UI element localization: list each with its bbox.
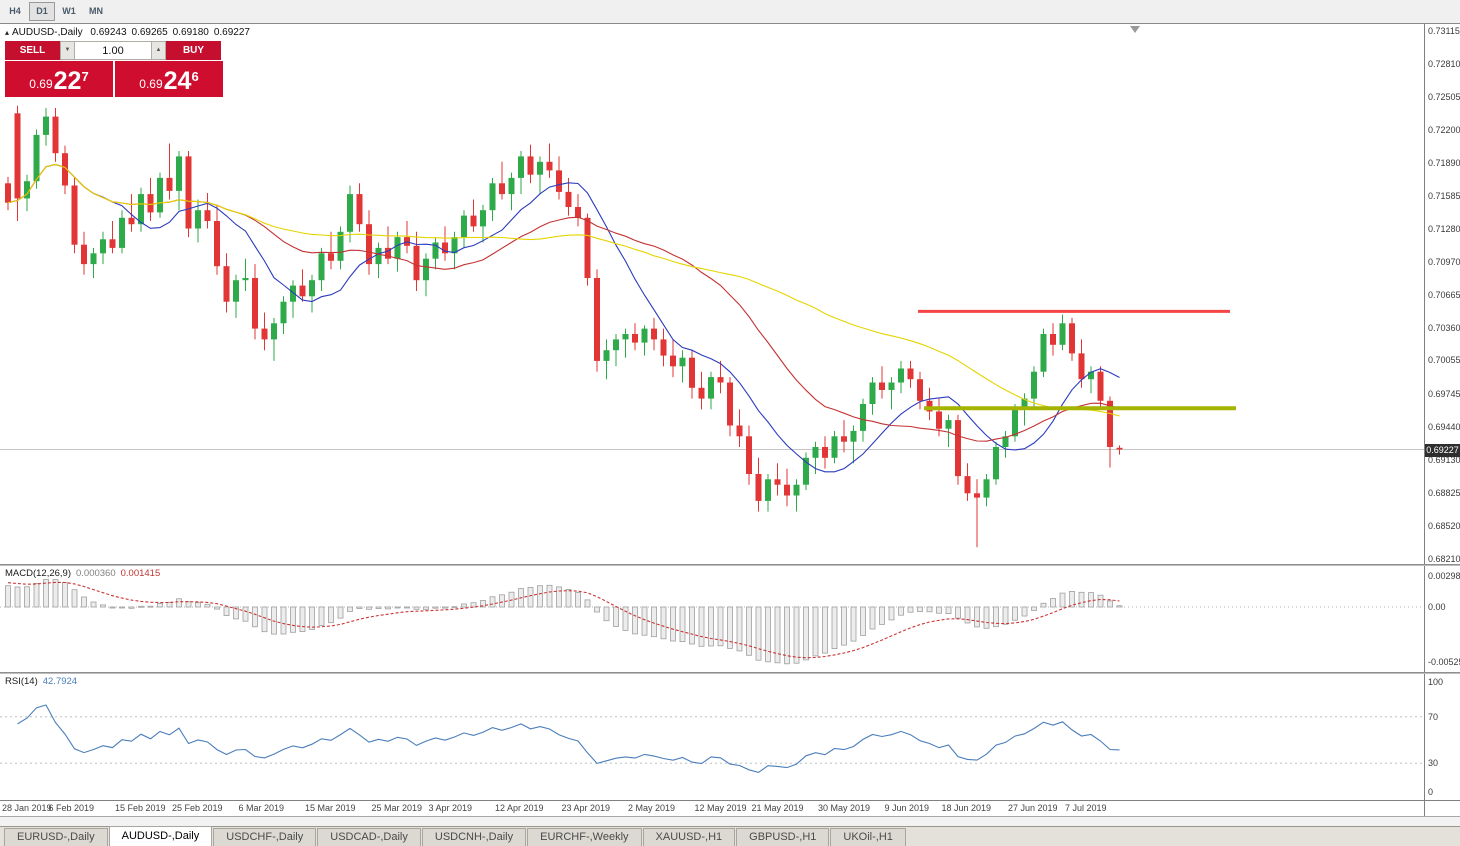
price-axis-label: 0.68210: [1428, 554, 1460, 564]
macd-main-value: 0.000360: [76, 568, 116, 579]
main-chart-canvas[interactable]: ▴ AUDUSD-,Daily 0.69243 0.69265 0.69180 0.69…: [0, 24, 1424, 564]
price-axis-label: 0.73115: [1428, 26, 1460, 36]
timeframe-button-w1[interactable]: W1: [62, 6, 76, 16]
price-axis-label: 0.69440: [1428, 421, 1460, 432]
price-axis-label: 0.71585: [1428, 190, 1460, 201]
date-axis[interactable]: 28 Jan 2019 6 Feb 2019 15 Feb 2019 25 Feb 2…: [0, 801, 1424, 816]
tab-ukoil-h1[interactable]: UKOil-,H1: [830, 828, 906, 846]
macd-name: MACD(12,26,9): [5, 568, 71, 579]
chart-ohlc-header: ▴ AUDUSD-,Daily 0.69243 0.69265 0.69180 0.69…: [5, 27, 250, 38]
collapse-panel-icon[interactable]: ▴: [5, 28, 10, 37]
macd-axis[interactable]: 0.00298 0.00 -0.00525: [1424, 566, 1460, 672]
bid-price-badge: 0.69227: [1425, 443, 1460, 457]
buy-button[interactable]: BUY: [166, 41, 221, 60]
date-axis-label: 12 May 2019: [694, 803, 747, 813]
date-axis-corner: [1424, 801, 1459, 816]
price-axis-label: 0.69745: [1428, 388, 1460, 399]
date-axis-label: 27 Jun 2019: [1008, 803, 1058, 813]
date-axis-label: 12 Apr 2019: [495, 803, 544, 813]
tab-audusd-daily[interactable]: AUDUSD-,Daily: [108, 826, 213, 846]
panel-splitter[interactable]: [0, 672, 1460, 674]
buy-price-pip: 6: [191, 69, 199, 84]
tab-xauusd-h1[interactable]: XAUUSD-,H1: [642, 828, 736, 846]
price-axis-label: 0.72810: [1428, 58, 1460, 69]
date-axis-label: 7 Jul 2019: [1065, 803, 1107, 813]
price-axis-label: 0.70665: [1428, 289, 1460, 300]
rsi-axis-label: 70: [1428, 711, 1439, 722]
tab-gbpusd-h1[interactable]: GBPUSD-,H1: [736, 828, 830, 846]
rsi-axis-label: 30: [1428, 758, 1439, 769]
rsi-panel[interactable]: RSI(14) 42.7924: [0, 674, 1424, 800]
tab-usdcnh-daily[interactable]: USDCNH-,Daily: [421, 828, 527, 846]
date-axis-label: 9 Jun 2019: [884, 803, 930, 813]
sell-price-pip: 7: [81, 69, 89, 84]
volume-input[interactable]: [75, 41, 151, 60]
price-axis-label: 0.70360: [1428, 322, 1460, 333]
tab-eurusd-daily[interactable]: EURUSD-,Daily: [4, 828, 108, 846]
price-axis-label: 0.70055: [1428, 355, 1460, 366]
price-axis[interactable]: 0.69227 0.73115 0.72810 0.72505 0.72200 0.71…: [1424, 24, 1460, 564]
macd-axis-label: 0.00: [1428, 602, 1446, 612]
price-axis-label: 0.72200: [1428, 124, 1460, 135]
sell-price-big: 22: [53, 67, 82, 95]
volume-increase-button[interactable]: ▲: [151, 41, 166, 60]
tab-usdcad-daily[interactable]: USDCAD-,Daily: [317, 828, 421, 846]
sell-price-prefix: 0.69: [29, 77, 53, 91]
rsi-name: RSI(14): [5, 676, 38, 687]
ohlc-open: 0.69243: [90, 27, 127, 38]
date-axis-label: 6 Feb 2019: [48, 803, 95, 813]
price-axis-label: 0.68520: [1428, 520, 1460, 531]
price-axis-label: 0.68825: [1428, 487, 1460, 498]
date-axis-label: 30 May 2019: [818, 803, 871, 813]
macd-signal-value: 0.001415: [120, 568, 161, 579]
date-axis-label: 15 Mar 2019: [305, 803, 356, 813]
date-axis-label: 3 Apr 2019: [428, 803, 473, 813]
price-axis-label: 0.71890: [1428, 157, 1460, 168]
date-axis-label: 15 Feb 2019: [115, 803, 166, 813]
price-axis-label: 0.70970: [1428, 256, 1460, 267]
date-axis-label: 2 May 2019: [628, 803, 676, 813]
date-axis-label: 6 Mar 2019: [238, 803, 285, 813]
buy-price-big: 24: [163, 67, 192, 95]
macd-axis-label: -0.00525: [1428, 656, 1460, 667]
tab-eurchf-weekly[interactable]: EURCHF-,Weekly: [527, 828, 642, 846]
date-axis-label: 28 Jan 2019: [2, 803, 52, 813]
horizontal-scrollbar[interactable]: [0, 816, 1460, 826]
buy-price-prefix: 0.69: [139, 77, 163, 91]
buy-price-box[interactable]: 0.69 24 6: [115, 61, 223, 97]
rsi-axis-label: 100: [1428, 677, 1444, 687]
rsi-axis-label: 0: [1428, 787, 1434, 797]
timeframe-toolbar: H4 D1 W1 MN: [0, 0, 1460, 24]
date-axis-label: 23 Apr 2019: [561, 803, 611, 813]
timeframe-button-mn[interactable]: MN: [89, 6, 103, 16]
timeframe-button-d1[interactable]: D1: [29, 2, 55, 21]
macd-axis-label: 0.00298: [1428, 570, 1460, 581]
macd-label: MACD(12,26,9) 0.000360 0.001415: [5, 568, 160, 579]
rsi-value: 42.7924: [42, 676, 78, 687]
price-axis-label: 0.72505: [1428, 91, 1460, 102]
ohlc-low: 0.69180: [172, 27, 209, 38]
date-axis-label: 25 Feb 2019: [172, 803, 223, 813]
price-axis-label: 0.69130: [1428, 455, 1460, 465]
ohlc-high: 0.69265: [131, 27, 168, 38]
tab-usdchf-daily[interactable]: USDCHF-,Daily: [213, 828, 317, 846]
volume-decrease-button[interactable]: ▼: [60, 41, 75, 60]
ohlc-close: 0.69227: [213, 27, 250, 38]
date-axis-label: 21 May 2019: [751, 803, 804, 813]
sell-button[interactable]: SELL: [5, 41, 60, 60]
date-axis-label: 18 Jun 2019: [941, 803, 992, 813]
panel-splitter[interactable]: [0, 564, 1460, 566]
chart-symbol-label: AUDUSD-,Daily: [12, 27, 83, 38]
chart-tab-bar: EURUSD-,Daily AUDUSD-,Daily USDCHF-,Daily U…: [0, 826, 1460, 846]
date-axis-label: 25 Mar 2019: [371, 803, 423, 813]
rsi-axis[interactable]: 100 70 30 0: [1424, 674, 1459, 800]
macd-panel[interactable]: MACD(12,26,9) 0.000360 0.001415: [0, 566, 1424, 672]
rsi-label: RSI(14) 42.7924: [5, 676, 77, 687]
timeframe-button-h4[interactable]: H4: [9, 6, 21, 16]
price-axis-label: 0.71280: [1428, 223, 1460, 234]
sell-price-box[interactable]: 0.69 22 7: [5, 61, 113, 97]
